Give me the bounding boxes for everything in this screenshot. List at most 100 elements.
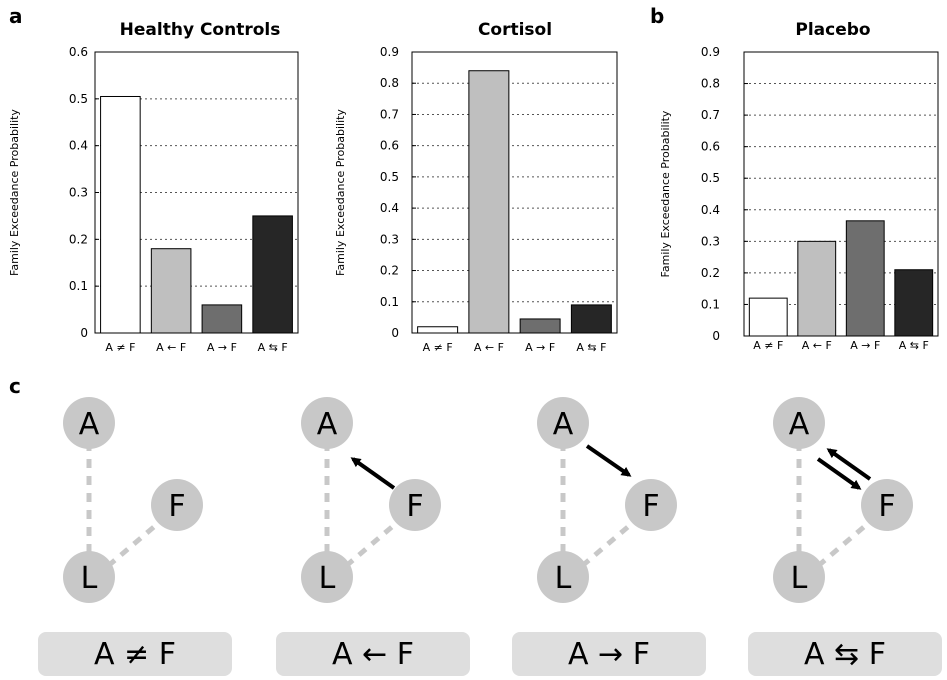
bar xyxy=(797,240,837,337)
svg-text:A: A xyxy=(79,407,100,442)
y-tick-label: 0.8 xyxy=(701,77,720,91)
y-tick-label: 0.3 xyxy=(69,186,88,200)
node-a: A xyxy=(301,397,353,449)
svg-text:F: F xyxy=(168,489,185,524)
x-category-label: A ← F xyxy=(802,339,832,352)
x-category-label: A ≠ F xyxy=(423,341,453,354)
x-category-label: A ⇆ F xyxy=(258,341,288,354)
y-tick-label: 0.2 xyxy=(380,264,399,278)
y-tick-label: 0.4 xyxy=(701,203,720,217)
model-label-a-to-f: A → F xyxy=(512,632,706,676)
y-tick-label: 0.1 xyxy=(69,279,88,293)
x-category-label: A ← F xyxy=(156,341,186,354)
x-category-label: A ≠ F xyxy=(105,341,135,354)
y-tick-label: 0.2 xyxy=(69,232,88,246)
diagram-model-bidirectional: A F L xyxy=(773,397,913,603)
y-tick-label: 0.9 xyxy=(380,45,399,59)
y-tick-label: 0 xyxy=(80,326,88,340)
plot-frame xyxy=(94,51,299,334)
bar xyxy=(748,297,788,337)
svg-text:F: F xyxy=(406,489,423,524)
y-tick-label: 0.8 xyxy=(380,76,399,90)
svg-text:L: L xyxy=(555,561,572,596)
svg-text:A: A xyxy=(789,407,810,442)
svg-text:F: F xyxy=(878,489,895,524)
bar xyxy=(417,326,459,334)
diagram-model-f-to-a: A F L xyxy=(301,397,441,603)
y-axis-label: Family Exceedance Probability xyxy=(334,109,347,276)
bar xyxy=(845,220,885,337)
panel-letter-a: a xyxy=(9,4,23,28)
y-tick-label: 0.6 xyxy=(701,140,720,154)
x-category-label: A ← F xyxy=(474,341,504,354)
svg-text:L: L xyxy=(319,561,336,596)
node-a: A xyxy=(63,397,115,449)
node-l: L xyxy=(301,551,353,603)
arrow-f-to-a xyxy=(826,448,872,481)
y-tick-label: 0 xyxy=(712,329,720,343)
y-axis-label: Family Exceedance Probability xyxy=(8,109,21,276)
bar xyxy=(201,304,243,334)
svg-text:L: L xyxy=(791,561,808,596)
y-tick-label: 0.4 xyxy=(380,201,399,215)
y-tick-label: 0 xyxy=(391,326,399,340)
svg-text:A: A xyxy=(553,407,574,442)
diagram-model-a-to-f: A F L xyxy=(537,397,677,603)
diagram-model-no-connection: A F L xyxy=(63,397,203,603)
bar xyxy=(150,248,192,334)
node-f: F xyxy=(389,479,441,531)
model-label-f-to-a: A ← F xyxy=(276,632,470,676)
y-tick-label: 0.2 xyxy=(701,266,720,280)
x-category-label: A → F xyxy=(850,339,880,352)
y-tick-label: 0.3 xyxy=(701,234,720,248)
arrow-a-to-f xyxy=(816,457,862,490)
node-f: F xyxy=(625,479,677,531)
node-l: L xyxy=(773,551,825,603)
panel-letter-c: c xyxy=(9,374,21,398)
y-tick-label: 0.5 xyxy=(69,92,88,106)
connectivity-diagrams: A F L A F L A F L A F L xyxy=(63,397,913,603)
y-axis-label: Family Exceedance Probability xyxy=(659,110,672,277)
chart-title-healthy-controls: Healthy Controls xyxy=(119,20,281,40)
bar xyxy=(894,269,934,337)
x-category-label: A → F xyxy=(525,341,555,354)
plot-frame xyxy=(743,51,939,337)
arrow-f-to-a xyxy=(350,457,396,490)
node-a: A xyxy=(773,397,825,449)
panel-letter-b: b xyxy=(650,4,665,28)
node-f: F xyxy=(151,479,203,531)
x-category-label: A ⇆ F xyxy=(576,341,606,354)
svg-text:L: L xyxy=(81,561,98,596)
bar xyxy=(100,95,141,334)
y-tick-label: 0.7 xyxy=(380,107,399,121)
y-tick-label: 0.6 xyxy=(69,45,88,59)
y-tick-label: 0.6 xyxy=(380,139,399,153)
bar xyxy=(252,215,293,334)
chart-title-cortisol: Cortisol xyxy=(477,20,553,40)
x-category-label: A ≠ F xyxy=(753,339,783,352)
node-a: A xyxy=(537,397,589,449)
bar xyxy=(468,70,510,334)
bar xyxy=(570,304,612,334)
node-f: F xyxy=(861,479,913,531)
node-l: L xyxy=(63,551,115,603)
x-category-label: A ⇆ F xyxy=(899,339,929,352)
plot-frame xyxy=(411,51,618,334)
model-label-no-connection: A ≠ F xyxy=(38,632,232,676)
model-label-bidirectional: A ⇆ F xyxy=(748,632,942,676)
y-tick-label: 0.1 xyxy=(380,295,399,309)
y-tick-label: 0.1 xyxy=(701,297,720,311)
y-tick-label: 0.7 xyxy=(701,108,720,122)
svg-text:F: F xyxy=(642,489,659,524)
y-tick-label: 0.5 xyxy=(701,171,720,185)
y-tick-label: 0.5 xyxy=(380,170,399,184)
x-category-label: A → F xyxy=(207,341,237,354)
node-l: L xyxy=(537,551,589,603)
y-tick-label: 0.3 xyxy=(380,232,399,246)
y-tick-label: 0.9 xyxy=(701,45,720,59)
arrow-a-to-f xyxy=(585,444,632,477)
y-tick-label: 0.4 xyxy=(69,139,88,153)
